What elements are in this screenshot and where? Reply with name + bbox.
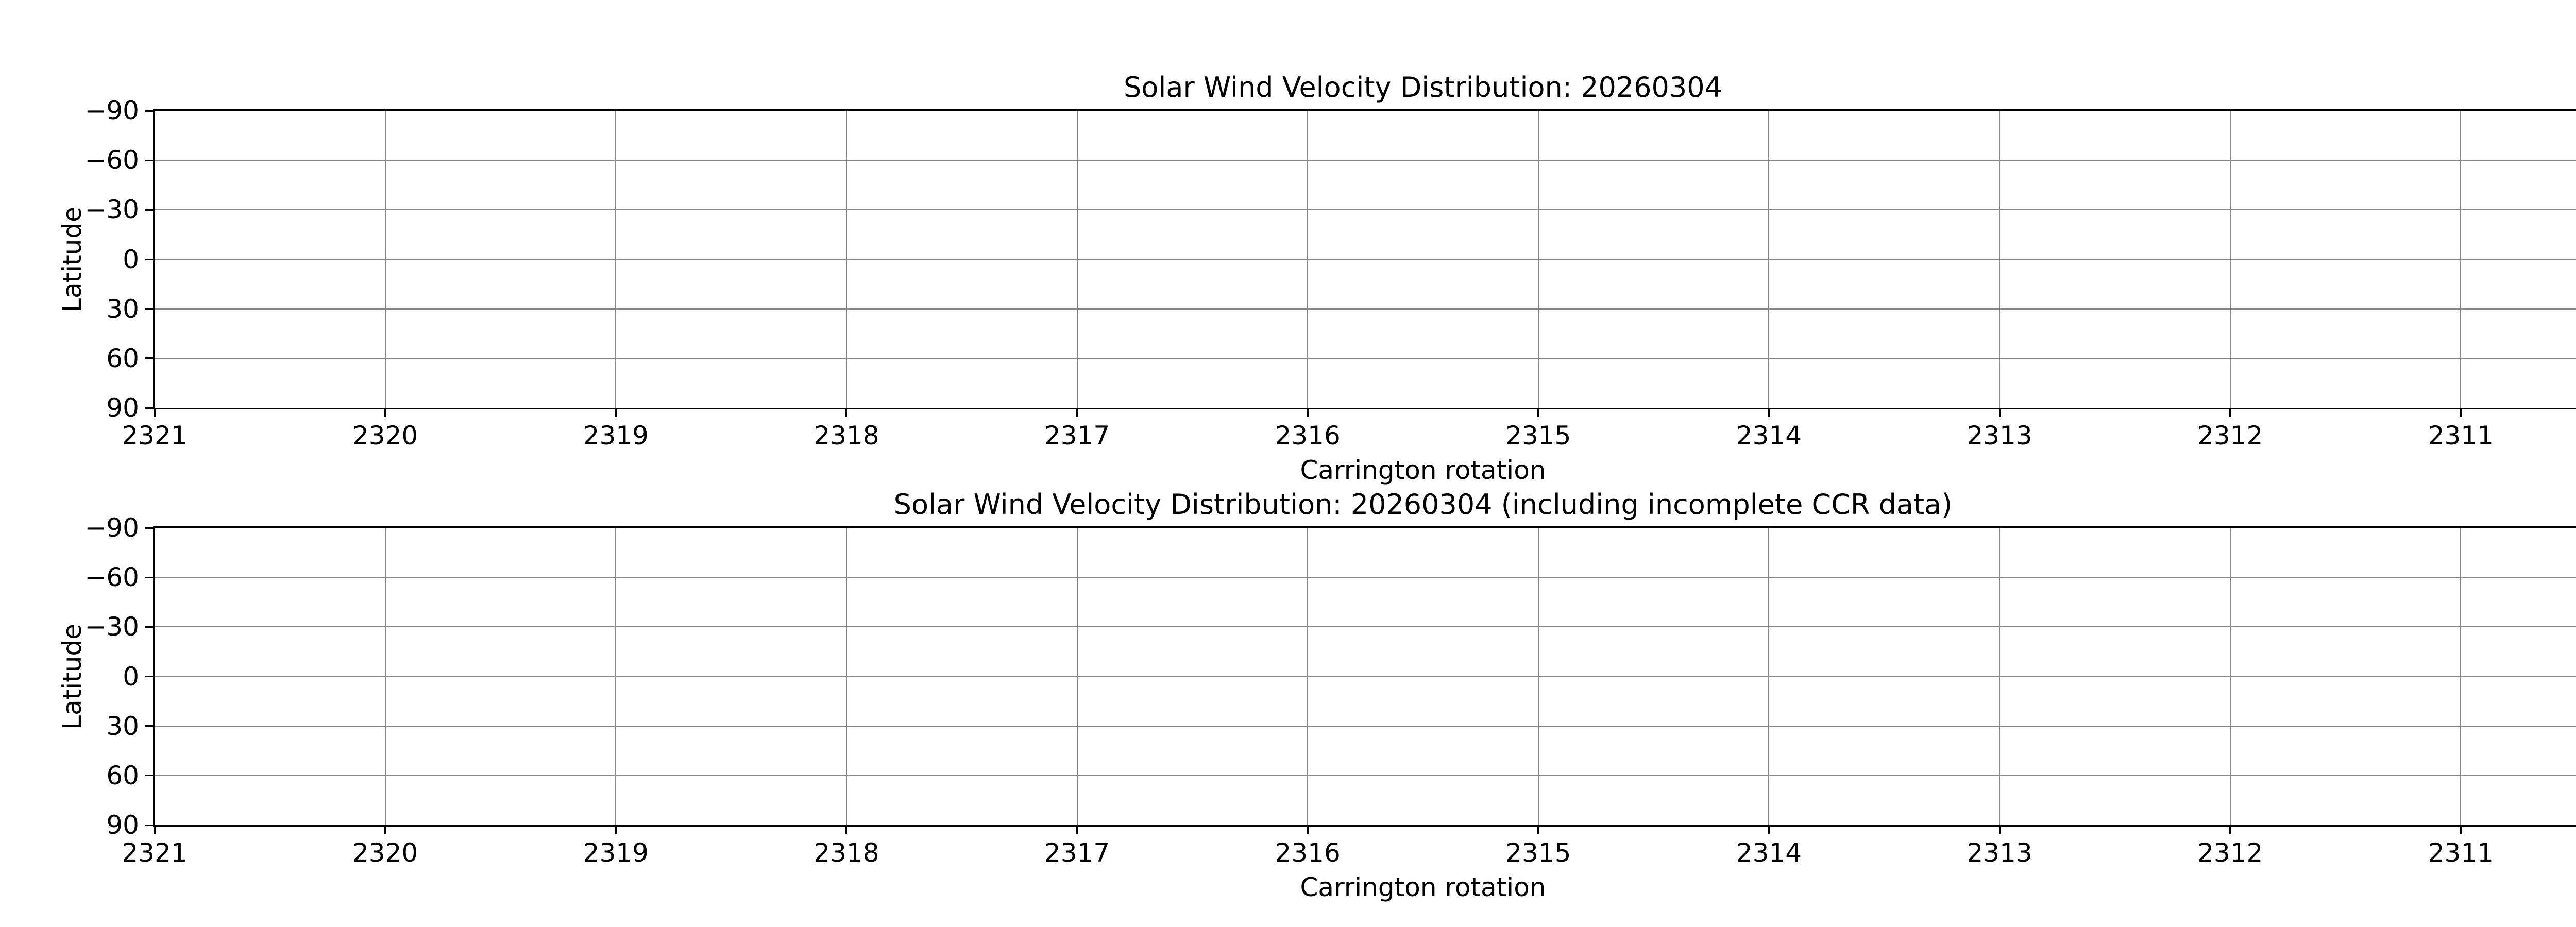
y-tick-mark — [145, 576, 153, 578]
gridline-horizontal — [155, 775, 2576, 776]
y-tick-mark — [145, 110, 153, 112]
x-tick-label: 2316 — [1275, 838, 1341, 868]
x-tick-mark — [1998, 826, 2001, 834]
gridline-horizontal — [155, 626, 2576, 628]
x-tick-label: 2311 — [2428, 838, 2494, 868]
y-tick-mark — [145, 209, 153, 211]
x-tick-label: 2312 — [2197, 421, 2263, 451]
x-tick-mark — [2460, 409, 2462, 417]
y-tick-mark — [145, 308, 153, 310]
x-tick-mark — [1076, 826, 1078, 834]
x-tick-mark — [2460, 826, 2462, 834]
x-tick-mark — [384, 409, 386, 417]
x-axis-label: Carrington rotation — [1300, 455, 1546, 485]
x-tick-label: 2319 — [583, 838, 649, 868]
y-tick-label: 30 — [106, 711, 139, 741]
y-tick-mark — [145, 527, 153, 529]
y-tick-mark — [145, 259, 153, 260]
x-tick-mark — [154, 826, 156, 834]
gridline-horizontal — [155, 357, 2576, 359]
x-tick-mark — [845, 826, 848, 834]
x-tick-label: 2315 — [1505, 838, 1571, 868]
x-tick-mark — [1768, 409, 1770, 417]
x-tick-mark — [615, 409, 617, 417]
y-tick-label: 60 — [106, 760, 139, 791]
gridline-horizontal — [155, 577, 2576, 578]
chart-title: Solar Wind Velocity Distribution: 202603… — [1124, 71, 1722, 104]
y-tick-label: −60 — [84, 562, 139, 593]
gridline-horizontal — [155, 676, 2576, 677]
x-tick-mark — [2229, 409, 2231, 417]
y-tick-label: −30 — [84, 195, 139, 225]
x-tick-label: 2321 — [122, 838, 188, 868]
x-tick-label: 2316 — [1275, 421, 1341, 451]
y-tick-mark — [145, 676, 153, 677]
x-tick-label: 2313 — [1967, 421, 2032, 451]
y-tick-mark — [145, 626, 153, 628]
x-tick-label: 2321 — [122, 421, 188, 451]
x-tick-label: 2312 — [2197, 838, 2263, 868]
x-tick-label: 2317 — [1044, 838, 1110, 868]
x-tick-mark — [1076, 409, 1078, 417]
x-tick-mark — [1998, 409, 2001, 417]
plot-area — [153, 109, 2576, 409]
y-tick-mark — [145, 775, 153, 777]
y-tick-label: 90 — [106, 393, 139, 423]
x-tick-label: 2320 — [352, 838, 418, 868]
x-tick-mark — [1537, 409, 1539, 417]
chart-title: Solar Wind Velocity Distribution: 202603… — [893, 488, 1953, 521]
x-tick-label: 2318 — [814, 838, 879, 868]
y-tick-label: −30 — [84, 612, 139, 642]
plot-area — [153, 526, 2576, 827]
y-tick-mark — [145, 357, 153, 359]
x-tick-label: 2320 — [352, 421, 418, 451]
x-tick-mark — [384, 826, 386, 834]
y-tick-label: −60 — [84, 145, 139, 176]
x-tick-label: 2319 — [583, 421, 649, 451]
y-tick-mark — [145, 824, 153, 826]
x-tick-mark — [1307, 826, 1309, 834]
y-tick-label: 30 — [106, 294, 139, 324]
gridline-horizontal — [155, 308, 2576, 310]
gridline-horizontal — [155, 160, 2576, 161]
y-tick-label: 0 — [123, 244, 139, 274]
y-tick-label: 90 — [106, 810, 139, 840]
y-tick-label: −90 — [84, 513, 139, 543]
y-tick-label: −90 — [84, 96, 139, 126]
x-tick-mark — [1307, 409, 1309, 417]
gridline-horizontal — [155, 209, 2576, 211]
x-tick-label: 2311 — [2428, 421, 2494, 451]
x-tick-label: 2314 — [1736, 421, 1802, 451]
y-tick-mark — [145, 407, 153, 409]
x-tick-mark — [615, 826, 617, 834]
x-tick-label: 2314 — [1736, 838, 1802, 868]
x-tick-label: 2317 — [1044, 421, 1110, 451]
y-tick-mark — [145, 159, 153, 161]
x-tick-mark — [845, 409, 848, 417]
x-axis-label: Carrington rotation — [1300, 872, 1546, 902]
y-tick-label: 0 — [123, 661, 139, 692]
gridline-horizontal — [155, 259, 2576, 260]
x-tick-mark — [1768, 826, 1770, 834]
y-tick-label: 60 — [106, 343, 139, 373]
x-tick-mark — [1537, 826, 1539, 834]
x-tick-label: 2315 — [1505, 421, 1571, 451]
x-tick-label: 2318 — [814, 421, 879, 451]
y-tick-mark — [145, 725, 153, 727]
gridline-horizontal — [155, 725, 2576, 727]
x-tick-mark — [2229, 826, 2231, 834]
x-tick-mark — [154, 409, 156, 417]
x-tick-label: 2313 — [1967, 838, 2032, 868]
